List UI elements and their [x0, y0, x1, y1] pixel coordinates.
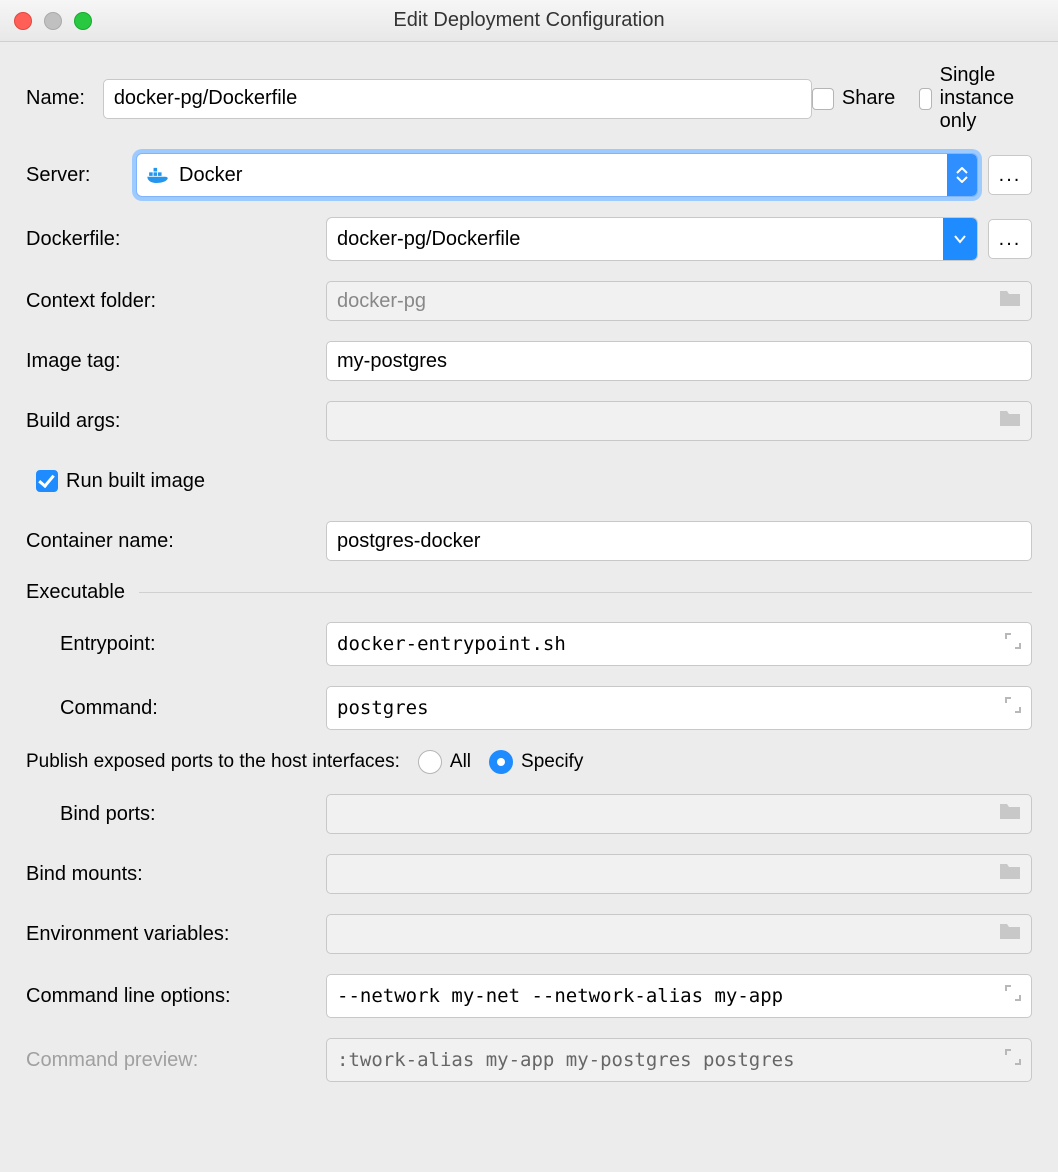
bind-mounts-row: Bind mounts:	[26, 854, 1032, 894]
maximize-icon[interactable]	[74, 12, 92, 30]
image-tag-label: Image tag:	[26, 350, 326, 373]
run-built-image-label: Run built image	[66, 470, 205, 493]
image-tag-row: Image tag:	[26, 341, 1032, 381]
ports-specify-label: Specify	[521, 751, 583, 773]
share-label: Share	[842, 87, 895, 110]
command-input[interactable]	[326, 686, 1032, 730]
server-label: Server:	[26, 164, 136, 187]
env-vars-row: Environment variables:	[26, 914, 1032, 954]
expand-icon[interactable]	[1004, 1048, 1022, 1072]
dockerfile-row: Dockerfile: docker-pg/Dockerfile ...	[26, 217, 1032, 261]
executable-label: Executable	[26, 581, 125, 604]
divider	[139, 592, 1032, 593]
server-combo[interactable]: Docker	[136, 153, 978, 197]
ports-all-label: All	[450, 751, 471, 773]
combo-stepper-icon	[947, 154, 977, 196]
build-args-input[interactable]	[326, 401, 1032, 441]
folder-icon[interactable]	[998, 408, 1022, 434]
context-folder-input[interactable]	[326, 281, 1032, 321]
build-args-label: Build args:	[26, 410, 326, 433]
folder-icon[interactable]	[998, 921, 1022, 947]
cmd-options-input[interactable]	[326, 974, 1032, 1018]
expand-icon[interactable]	[1004, 696, 1022, 720]
folder-icon[interactable]	[998, 288, 1022, 314]
dockerfile-browse-button[interactable]: ...	[988, 219, 1032, 259]
bind-mounts-input[interactable]	[326, 854, 1032, 894]
run-built-row: Run built image	[36, 461, 1032, 501]
expand-icon[interactable]	[1004, 984, 1022, 1008]
ports-specify-radio[interactable]	[489, 750, 513, 774]
server-browse-button[interactable]: ...	[988, 155, 1032, 195]
traffic-lights	[14, 12, 92, 30]
entrypoint-input[interactable]	[326, 622, 1032, 666]
executable-section-header: Executable	[26, 581, 1032, 604]
bind-mounts-label: Bind mounts:	[26, 863, 326, 886]
image-tag-input[interactable]	[326, 341, 1032, 381]
publish-ports-label: Publish exposed ports to the host interf…	[26, 751, 400, 773]
folder-icon[interactable]	[998, 861, 1022, 887]
close-icon[interactable]	[14, 12, 32, 30]
server-row: Server: Docker ...	[26, 153, 1032, 197]
cmd-options-row: Command line options:	[26, 974, 1032, 1018]
single-instance-checkbox[interactable]	[919, 88, 931, 110]
dockerfile-label: Dockerfile:	[26, 228, 326, 251]
ports-all-radio[interactable]	[418, 750, 442, 774]
container-name-input[interactable]	[326, 521, 1032, 561]
titlebar: Edit Deployment Configuration	[0, 0, 1058, 42]
bind-ports-input[interactable]	[326, 794, 1032, 834]
env-vars-input[interactable]	[326, 914, 1032, 954]
cmd-options-label: Command line options:	[26, 985, 326, 1008]
context-folder-row: Context folder:	[26, 281, 1032, 321]
container-name-row: Container name:	[26, 521, 1032, 561]
entrypoint-row: Entrypoint:	[26, 622, 1032, 666]
name-row: Name: Share Single instance only	[26, 64, 1032, 133]
container-name-label: Container name:	[26, 530, 326, 553]
cmd-preview-row: Command preview:	[26, 1038, 1032, 1082]
env-vars-label: Environment variables:	[26, 923, 326, 946]
chevron-down-icon	[943, 218, 977, 260]
entrypoint-label: Entrypoint:	[26, 633, 326, 656]
minimize-icon[interactable]	[44, 12, 62, 30]
bind-ports-row: Bind ports:	[26, 794, 1032, 834]
name-label: Name:	[26, 87, 103, 110]
share-checkbox[interactable]	[812, 88, 834, 110]
folder-icon[interactable]	[998, 801, 1022, 827]
publish-ports-row: Publish exposed ports to the host interf…	[26, 750, 1032, 774]
docker-icon	[147, 167, 169, 183]
cmd-preview-label: Command preview:	[26, 1049, 326, 1072]
command-label: Command:	[26, 697, 326, 720]
run-built-image-checkbox[interactable]	[36, 470, 58, 492]
bind-ports-label: Bind ports:	[26, 803, 326, 826]
build-args-row: Build args:	[26, 401, 1032, 441]
context-folder-label: Context folder:	[26, 290, 326, 313]
command-row: Command:	[26, 686, 1032, 730]
single-instance-label: Single instance only	[940, 64, 1032, 133]
server-value: Docker	[179, 164, 242, 187]
name-input[interactable]	[103, 79, 812, 119]
window-title: Edit Deployment Configuration	[0, 9, 1058, 32]
dockerfile-combo[interactable]: docker-pg/Dockerfile	[326, 217, 978, 261]
cmd-preview-input	[326, 1038, 1032, 1082]
dockerfile-value: docker-pg/Dockerfile	[337, 228, 520, 251]
expand-icon[interactable]	[1004, 632, 1022, 656]
